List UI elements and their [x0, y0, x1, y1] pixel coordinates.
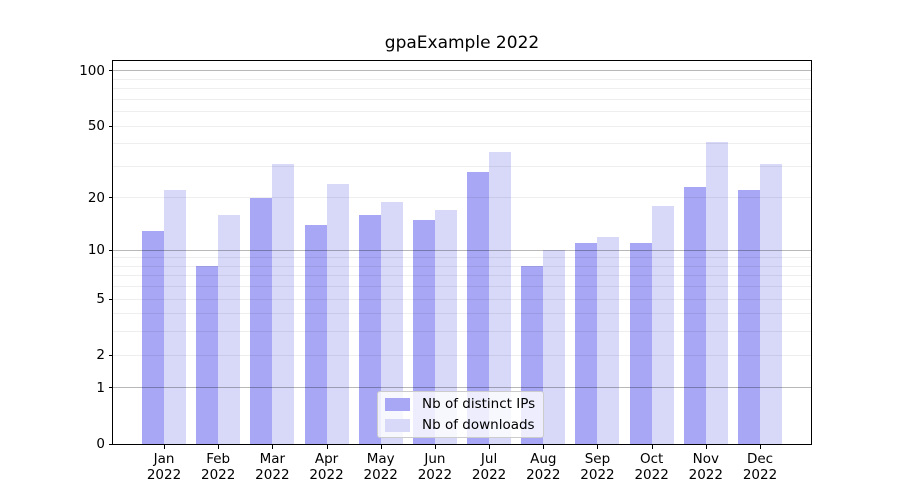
gridline-9	[113, 257, 811, 259]
legend: Nb of distinct IPs Nb of downloads	[377, 391, 544, 438]
bar-nb-of-distinct-ips-oct	[629, 243, 652, 444]
gridline-40	[113, 143, 811, 145]
gridline-50	[113, 125, 811, 127]
x-tick-mark-nov	[705, 445, 707, 449]
y-tick-mark-100	[109, 70, 113, 72]
legend-item-downloads: Nb of downloads	[385, 417, 537, 433]
bar-nb-of-downloads-sep	[597, 236, 620, 444]
y-tick-mark-2	[109, 354, 113, 356]
legend-item-distinct-ips: Nb of distinct IPs	[385, 396, 537, 412]
y-tick-label-1: 1	[96, 379, 105, 396]
gridline-5	[113, 298, 811, 300]
gridline-80	[113, 88, 811, 90]
gridline-3	[113, 331, 811, 333]
bar-nb-of-downloads-dec	[760, 163, 782, 444]
x-tick-label-dec: Dec 2022	[742, 451, 778, 483]
x-tick-label-may: May 2022	[363, 451, 398, 483]
x-tick-mark-oct	[651, 445, 653, 449]
bar-nb-of-downloads-mar	[272, 163, 295, 444]
y-tick-mark-1	[109, 387, 113, 389]
gridline-20	[113, 197, 811, 199]
x-tick-mark-feb	[218, 445, 220, 449]
gridline-90	[113, 78, 811, 80]
bar-nb-of-distinct-ips-nov	[683, 187, 706, 444]
bar-nb-of-distinct-ips-sep	[575, 243, 598, 444]
x-tick-mark-mar	[272, 445, 274, 449]
bar-nb-of-distinct-ips-may	[358, 214, 381, 444]
y-tick-label-10: 10	[87, 242, 105, 259]
gridline-2	[113, 354, 811, 356]
bar-nb-of-distinct-ips-mar	[250, 197, 273, 444]
bar-nb-of-distinct-ips-jun	[412, 219, 435, 444]
x-tick-label-nov: Nov 2022	[688, 451, 723, 483]
x-tick-mark-jan	[164, 445, 165, 449]
y-tick-label-0: 0	[96, 436, 105, 452]
y-tick-mark-50	[109, 125, 113, 127]
bar-nb-of-distinct-ips-jul	[467, 171, 490, 444]
y-tick-label-20: 20	[87, 189, 105, 206]
x-tick-label-aug: Aug 2022	[526, 451, 561, 483]
bar-nb-of-downloads-aug	[543, 250, 566, 444]
gridline-30	[113, 165, 811, 167]
bar-nb-of-downloads-jun	[434, 210, 457, 444]
y-tick-label-2: 2	[96, 347, 105, 364]
x-tick-mark-sep	[597, 445, 599, 449]
bar-nb-of-distinct-ips-feb	[196, 266, 219, 444]
legend-swatch-downloads	[385, 418, 410, 432]
legend-swatch-distinct-ips	[385, 397, 410, 411]
x-tick-label-jun: Jun 2022	[417, 451, 453, 483]
gridline-decade-10	[113, 249, 811, 251]
gridline-decade-1	[113, 387, 811, 389]
x-tick-mark-jul	[489, 445, 491, 449]
bar-nb-of-downloads-nov	[705, 141, 728, 444]
x-tick-label-mar: Mar 2022	[255, 451, 290, 483]
gridline-70	[113, 98, 811, 100]
bar-nb-of-downloads-oct	[651, 205, 674, 444]
x-tick-mark-aug	[543, 445, 545, 449]
bar-nb-of-downloads-apr	[326, 183, 349, 444]
x-tick-label-jan: Jan 2022	[146, 451, 182, 483]
bar-nb-of-downloads-feb	[218, 214, 241, 444]
gridline-6	[113, 286, 811, 288]
gridline-decade-100	[113, 70, 811, 72]
x-tick-mark-dec	[760, 445, 761, 449]
bar-nb-of-distinct-ips-jan	[142, 230, 164, 444]
x-tick-mark-apr	[326, 445, 328, 449]
legend-label-distinct-ips: Nb of distinct IPs	[422, 396, 536, 412]
bar-nb-of-downloads-jan	[164, 190, 186, 444]
gridline-7	[113, 275, 811, 277]
bar-nb-of-downloads-jul	[489, 152, 512, 444]
plot-area: Nb of distinct IPs Nb of downloads	[112, 60, 812, 445]
x-tick-label-feb: Feb 2022	[200, 451, 236, 483]
legend-label-downloads: Nb of downloads	[422, 417, 535, 433]
x-tick-label-apr: Apr 2022	[309, 451, 344, 483]
y-tick-label-50: 50	[87, 118, 105, 135]
gridline-4	[113, 313, 811, 315]
bar-nb-of-downloads-may	[380, 201, 403, 444]
gridline-60	[113, 111, 811, 113]
gridline-8	[113, 265, 811, 267]
x-tick-mark-jun	[434, 445, 436, 449]
x-tick-label-sep: Sep 2022	[580, 451, 615, 483]
bar-nb-of-distinct-ips-apr	[304, 225, 327, 444]
y-tick-mark-0	[109, 443, 113, 445]
y-tick-mark-20	[109, 197, 113, 199]
y-tick-mark-5	[109, 298, 113, 300]
x-tick-label-oct: Oct 2022	[634, 451, 669, 483]
chart-title: gpaExample 2022	[384, 33, 540, 53]
bar-nb-of-distinct-ips-dec	[738, 190, 760, 444]
x-tick-mark-may	[380, 445, 382, 449]
y-tick-label-100: 100	[79, 62, 105, 79]
y-tick-label-5: 5	[96, 291, 105, 308]
y-tick-mark-10	[109, 249, 113, 251]
x-tick-label-jul: Jul 2022	[471, 451, 507, 483]
